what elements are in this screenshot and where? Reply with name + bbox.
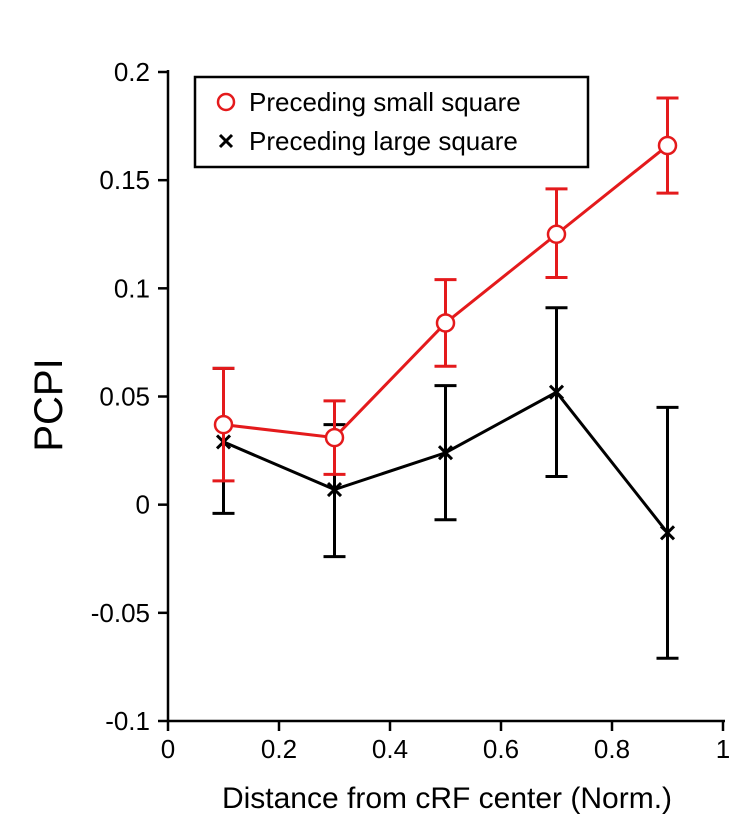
y-tick-label: 0.05 [99, 382, 150, 412]
y-tick-label: 0.1 [114, 273, 150, 303]
x-axis-label: Distance from cRF center (Norm.) [222, 782, 672, 815]
series-small-square [212, 96, 679, 483]
x-tick-label: 0.6 [483, 734, 519, 764]
data-point-large-square [437, 445, 454, 461]
data-point-large-square [548, 384, 565, 400]
cross-stroke [437, 445, 454, 461]
x-tick-label: 1 [716, 734, 730, 764]
x-tick-label: 0.4 [372, 734, 408, 764]
legend-label-small-square: Preceding small square [249, 87, 521, 117]
data-point-small-square [657, 135, 678, 156]
x-tick-label: 0.2 [261, 734, 297, 764]
cross-stroke [326, 481, 343, 498]
series-layer [212, 96, 679, 660]
y-tick-label: -0.05 [91, 598, 150, 628]
y-tick-label: 0.15 [99, 165, 150, 195]
legend: Preceding small square Preceding large s… [193, 75, 590, 169]
data-point-small-square [435, 313, 456, 333]
y-axis-ticks: -0.1 -0.05 0 0.05 0.1 0.15 0.2 [91, 57, 168, 736]
x-tick-label: 0.8 [594, 734, 630, 764]
legend-marker-large-square [218, 133, 234, 149]
x-tick-label: 0 [161, 734, 175, 764]
data-point-small-square [324, 427, 345, 448]
y-axis-label: PCPI [27, 358, 71, 451]
data-point-small-square [213, 414, 234, 435]
y-tick-label: 0 [136, 490, 150, 520]
legend-box [193, 75, 590, 169]
x-axis-ticks: 0 0.2 0.4 0.6 0.8 1 [161, 721, 730, 764]
cross-stroke [548, 384, 565, 400]
data-point-small-square [546, 224, 567, 244]
y-tick-label: 0.2 [114, 57, 150, 87]
legend-marker-small-square [216, 92, 236, 112]
legend-label-large-square: Preceding large square [249, 126, 518, 156]
y-tick-label: -0.1 [105, 706, 150, 736]
data-point-large-square [659, 525, 676, 541]
data-point-large-square [326, 481, 343, 498]
legend-cross-stroke [218, 133, 234, 149]
cross-stroke [659, 525, 676, 541]
